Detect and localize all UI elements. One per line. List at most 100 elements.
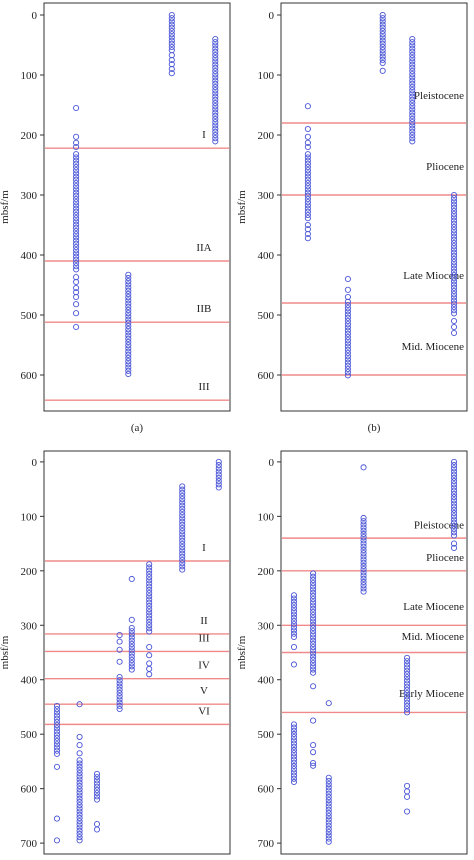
data-point bbox=[125, 281, 132, 288]
y-tick-label: 500 bbox=[258, 729, 275, 741]
data-point bbox=[212, 115, 219, 123]
data-point bbox=[212, 61, 219, 68]
data-point bbox=[290, 595, 298, 602]
data-point bbox=[290, 756, 298, 763]
data-point bbox=[310, 592, 317, 599]
epoch-label: Mid. Miocene bbox=[402, 631, 464, 643]
data-point bbox=[304, 211, 311, 219]
data-point bbox=[125, 294, 132, 301]
data-point bbox=[450, 532, 458, 539]
data-point bbox=[409, 61, 416, 68]
data-point bbox=[168, 34, 175, 41]
data-point bbox=[212, 42, 219, 49]
data-point bbox=[360, 585, 367, 592]
data-point bbox=[379, 24, 386, 31]
point-column bbox=[379, 11, 386, 74]
data-point bbox=[73, 211, 80, 219]
data-point bbox=[116, 686, 123, 693]
data-point bbox=[168, 40, 175, 47]
data-point bbox=[53, 747, 61, 754]
data-point bbox=[310, 650, 317, 657]
data-point bbox=[73, 143, 80, 151]
data-point bbox=[310, 570, 317, 577]
data-point bbox=[125, 271, 132, 278]
point-column bbox=[304, 103, 311, 242]
data-point bbox=[450, 262, 458, 269]
data-point bbox=[304, 173, 311, 180]
data-point bbox=[146, 602, 153, 609]
y-tick-label: 200 bbox=[21, 566, 38, 578]
data-point bbox=[212, 125, 219, 132]
data-point bbox=[290, 621, 298, 628]
data-point bbox=[179, 531, 186, 538]
data-point bbox=[344, 314, 351, 321]
data-point bbox=[215, 468, 222, 475]
point-column bbox=[179, 483, 186, 573]
data-point bbox=[125, 335, 132, 342]
data-point bbox=[76, 776, 83, 783]
data-point bbox=[310, 669, 317, 676]
data-point bbox=[53, 815, 61, 822]
y-tick-label: 600 bbox=[258, 370, 275, 382]
data-point bbox=[450, 198, 458, 205]
data-point bbox=[125, 338, 132, 346]
data-point bbox=[212, 35, 219, 43]
data-point bbox=[379, 21, 386, 28]
data-point bbox=[125, 348, 132, 355]
data-point bbox=[310, 576, 317, 583]
data-point bbox=[76, 763, 83, 770]
data-point bbox=[179, 499, 186, 506]
data-point bbox=[404, 690, 411, 697]
y-axis-label: mbsf/m bbox=[0, 190, 11, 224]
data-point bbox=[310, 644, 317, 651]
data-point bbox=[450, 462, 458, 469]
data-point bbox=[304, 170, 311, 177]
data-point bbox=[450, 291, 458, 298]
data-point bbox=[344, 356, 351, 363]
data-point bbox=[125, 303, 132, 310]
y-tick-label: 0 bbox=[269, 457, 275, 469]
data-point bbox=[290, 730, 298, 738]
data-point bbox=[168, 47, 175, 54]
data-point bbox=[53, 709, 61, 716]
data-point bbox=[450, 519, 458, 526]
data-point bbox=[168, 56, 175, 64]
data-point bbox=[344, 317, 351, 325]
data-point bbox=[304, 215, 311, 222]
data-point bbox=[450, 516, 458, 523]
data-point bbox=[409, 71, 416, 78]
data-point bbox=[379, 18, 386, 25]
data-point bbox=[73, 259, 80, 267]
data-point bbox=[310, 615, 317, 622]
data-point bbox=[290, 721, 298, 728]
plot-frame bbox=[43, 2, 231, 412]
data-point bbox=[179, 556, 186, 564]
data-point bbox=[212, 99, 219, 107]
data-point bbox=[450, 529, 458, 536]
data-point bbox=[304, 221, 311, 229]
data-point bbox=[450, 249, 458, 256]
data-point bbox=[310, 647, 317, 654]
data-point bbox=[450, 278, 458, 285]
data-point bbox=[344, 321, 351, 328]
data-point bbox=[310, 663, 317, 670]
data-point bbox=[290, 598, 298, 605]
point-column bbox=[212, 35, 219, 145]
data-point bbox=[290, 617, 298, 624]
data-point bbox=[310, 683, 317, 690]
data-point bbox=[404, 699, 411, 706]
data-point bbox=[212, 96, 219, 103]
data-point bbox=[404, 709, 411, 716]
data-point bbox=[304, 103, 311, 110]
data-point bbox=[409, 119, 416, 126]
data-point bbox=[212, 51, 219, 59]
data-point bbox=[360, 588, 367, 595]
data-point bbox=[146, 612, 153, 619]
data-point bbox=[93, 777, 101, 784]
data-point bbox=[53, 706, 61, 713]
data-point bbox=[73, 189, 80, 196]
data-point bbox=[450, 474, 458, 481]
data-point bbox=[344, 311, 351, 318]
data-point bbox=[344, 330, 351, 337]
